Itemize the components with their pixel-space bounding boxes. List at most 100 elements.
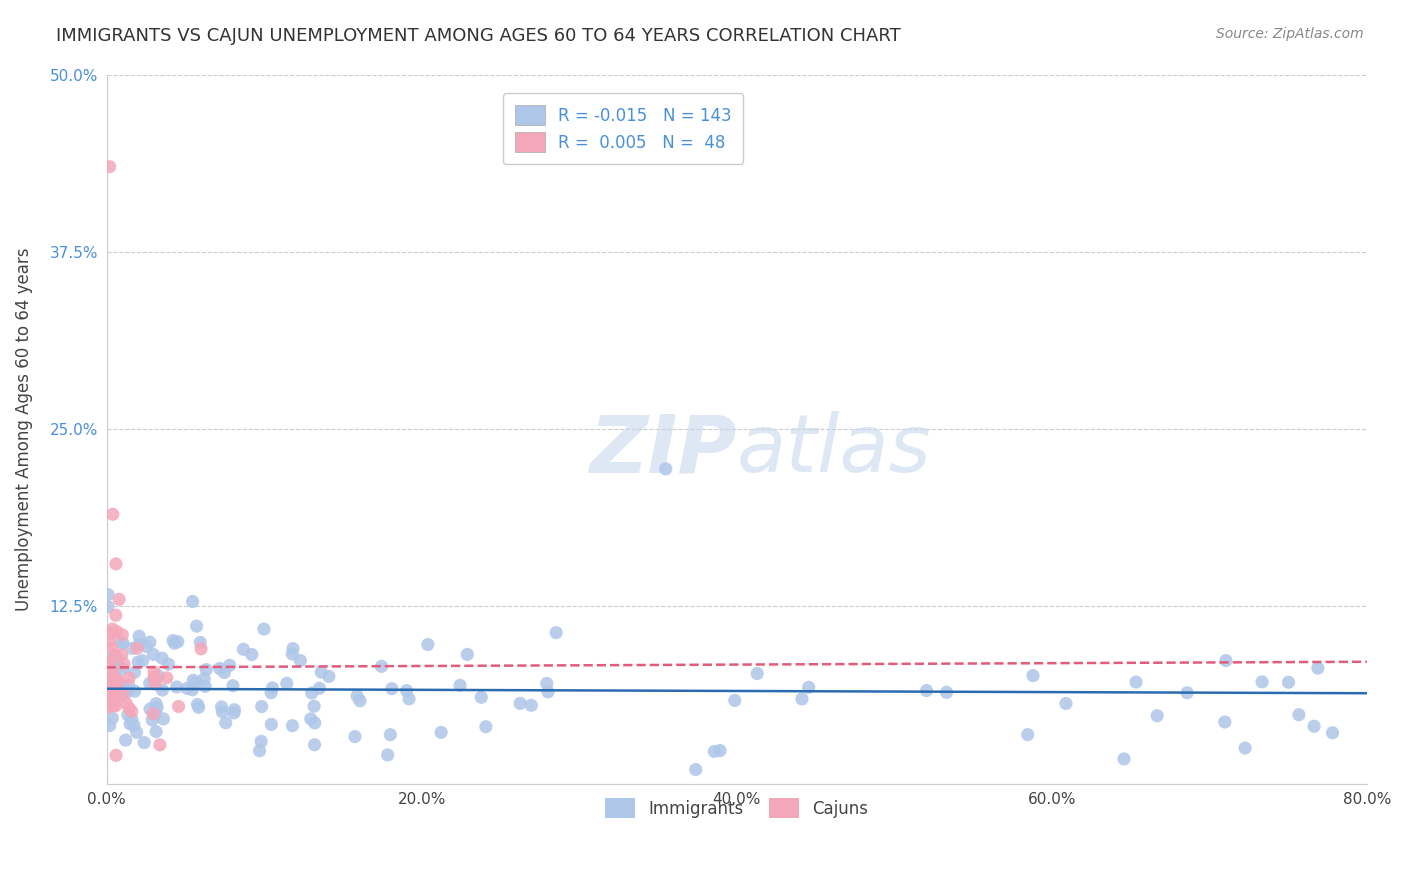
Point	[1215, 654, 1237, 668]
Point	[101, 622, 124, 636]
Point	[346, 689, 368, 703]
Point	[105, 624, 128, 639]
Point	[142, 706, 165, 721]
Point	[309, 665, 332, 679]
Point	[118, 671, 141, 685]
Point	[1303, 719, 1326, 733]
Point	[218, 658, 240, 673]
Point	[111, 690, 134, 704]
Point	[416, 638, 439, 652]
Point	[149, 738, 172, 752]
Point	[240, 648, 263, 662]
Point	[1213, 714, 1236, 729]
Point	[381, 681, 404, 696]
Point	[104, 648, 127, 662]
Point	[97, 688, 120, 702]
Point	[97, 657, 120, 672]
Point	[1054, 697, 1077, 711]
Point	[304, 715, 326, 730]
Point	[181, 594, 204, 608]
Point	[152, 712, 174, 726]
Point	[176, 681, 198, 696]
Point	[430, 725, 453, 739]
Point	[117, 707, 139, 722]
Point	[101, 711, 124, 725]
Point	[105, 653, 128, 667]
Point	[135, 640, 157, 654]
Point	[1277, 675, 1299, 690]
Point	[104, 557, 127, 571]
Point	[127, 655, 149, 669]
Point	[655, 462, 678, 476]
Point	[222, 706, 245, 720]
Point	[98, 673, 121, 687]
Point	[685, 763, 707, 777]
Point	[1017, 728, 1039, 742]
Point	[188, 635, 211, 649]
Point	[156, 671, 179, 685]
Point	[318, 669, 340, 683]
Point	[260, 717, 283, 731]
Point	[98, 160, 121, 174]
Point	[157, 657, 180, 672]
Point	[703, 744, 725, 758]
Point	[1175, 686, 1198, 700]
Point	[184, 675, 207, 690]
Point	[122, 718, 145, 732]
Point	[253, 622, 276, 636]
Point	[104, 748, 127, 763]
Point	[97, 588, 120, 602]
Point	[546, 625, 568, 640]
Point	[104, 608, 127, 623]
Point	[145, 697, 167, 711]
Point	[187, 700, 209, 714]
Point	[100, 663, 122, 677]
Point	[111, 648, 134, 662]
Text: atlas: atlas	[737, 411, 931, 490]
Point	[107, 673, 129, 688]
Point	[349, 694, 371, 708]
Point	[100, 640, 122, 655]
Point	[139, 702, 162, 716]
Point	[111, 628, 134, 642]
Point	[301, 686, 323, 700]
Point	[124, 684, 146, 698]
Point	[1251, 674, 1274, 689]
Point	[104, 698, 127, 713]
Point	[1022, 668, 1045, 682]
Point	[103, 690, 125, 705]
Point	[797, 681, 820, 695]
Point	[181, 673, 204, 688]
Point	[377, 747, 399, 762]
Point	[304, 738, 326, 752]
Point	[163, 636, 186, 650]
Point	[115, 696, 138, 710]
Point	[747, 666, 769, 681]
Point	[281, 719, 304, 733]
Point	[260, 686, 283, 700]
Point	[121, 704, 143, 718]
Point	[456, 648, 478, 662]
Point	[145, 677, 167, 691]
Point	[97, 700, 120, 714]
Point	[214, 665, 236, 680]
Point	[343, 730, 366, 744]
Point	[215, 715, 238, 730]
Point	[97, 688, 120, 702]
Point	[1288, 707, 1310, 722]
Point	[166, 634, 188, 648]
Point	[150, 651, 173, 665]
Point	[370, 659, 392, 673]
Point	[222, 679, 245, 693]
Point	[107, 658, 129, 673]
Point	[100, 652, 122, 666]
Point	[190, 641, 212, 656]
Point	[290, 654, 312, 668]
Point	[790, 692, 813, 706]
Point	[186, 619, 208, 633]
Point	[194, 679, 217, 693]
Point	[131, 654, 153, 668]
Point	[148, 669, 170, 683]
Text: Source: ZipAtlas.com: Source: ZipAtlas.com	[1216, 27, 1364, 41]
Point	[143, 665, 166, 679]
